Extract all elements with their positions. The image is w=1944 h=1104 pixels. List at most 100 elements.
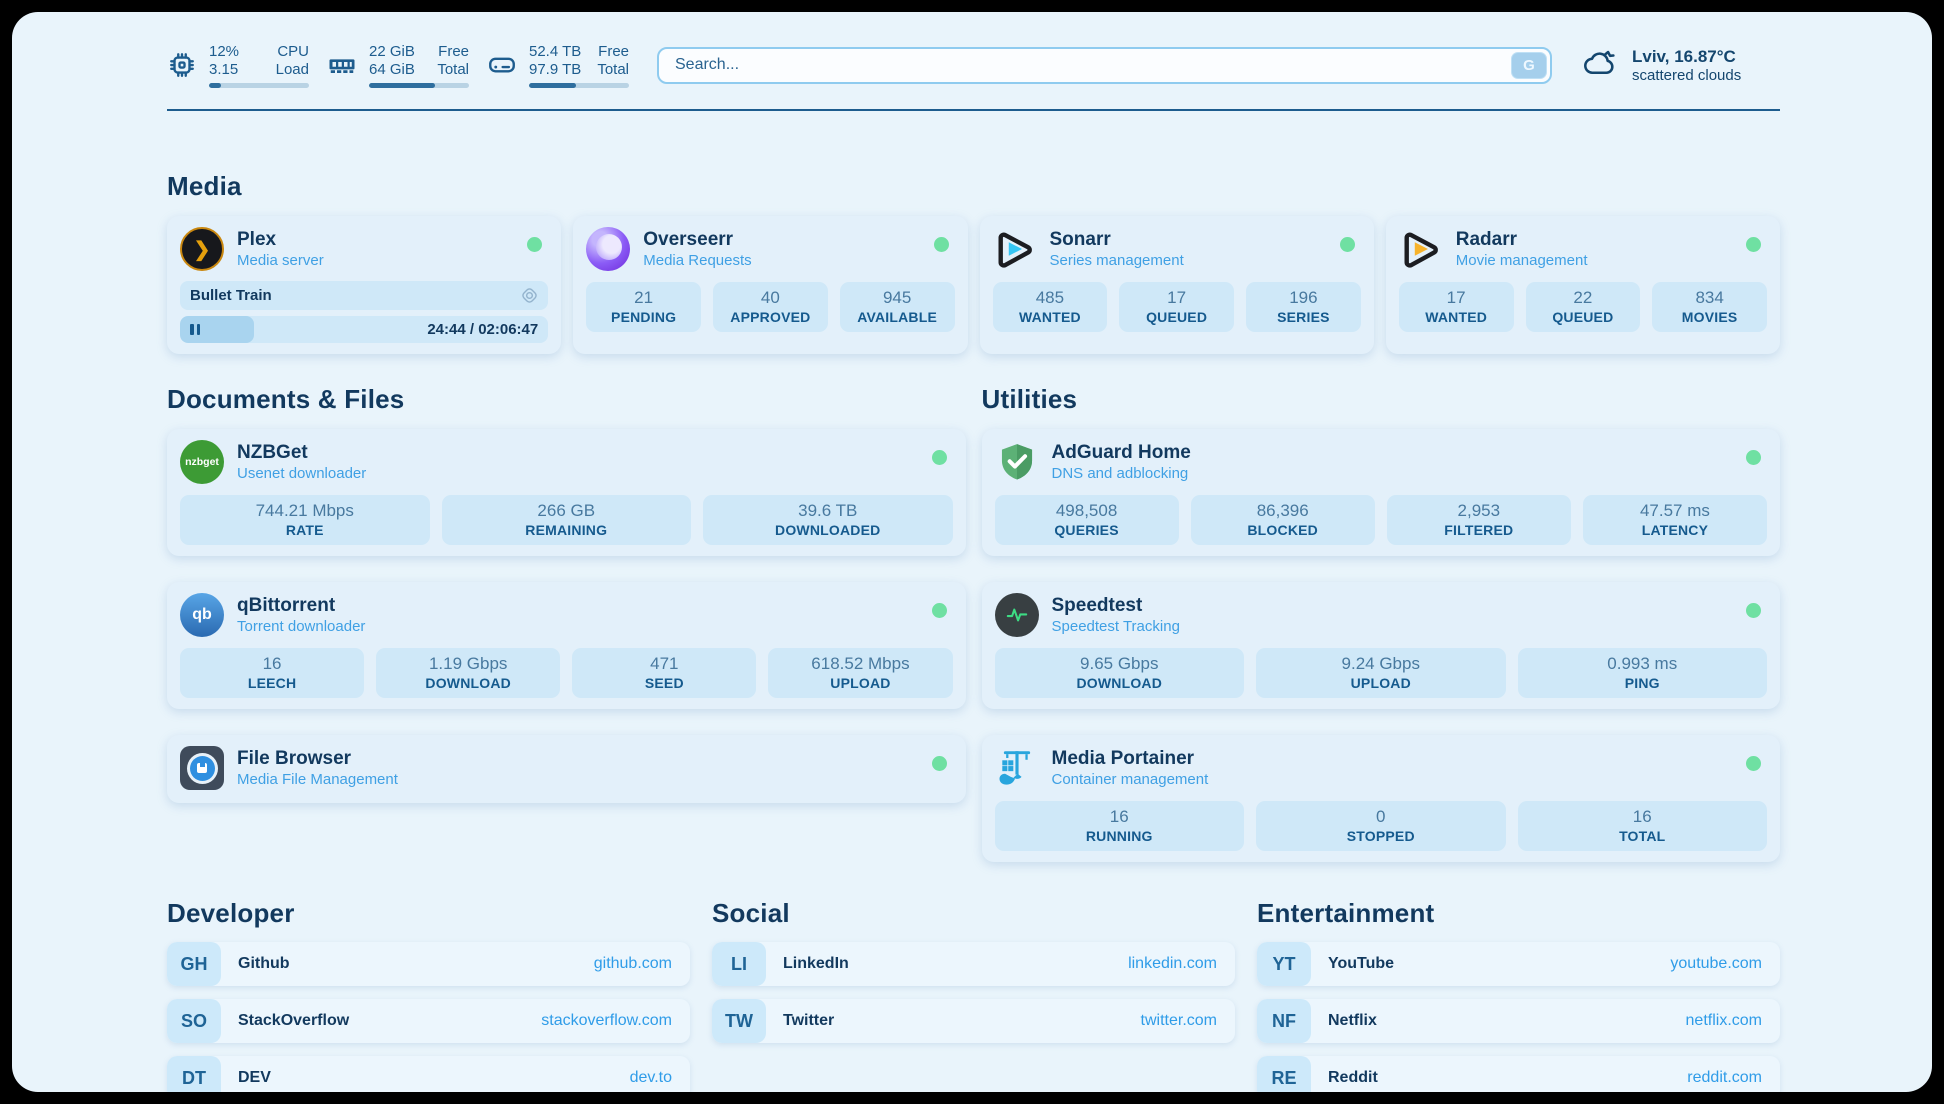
app-subtitle: Media server bbox=[237, 252, 324, 269]
app-title: Media Portainer bbox=[1051, 748, 1195, 769]
memory-free-value: 22 GiB bbox=[369, 42, 415, 60]
app-subtitle: Media Requests bbox=[643, 252, 752, 269]
memory-icon bbox=[327, 50, 357, 80]
app-title: File Browser bbox=[237, 748, 352, 769]
playback-progress-bar: 24:44 / 02:06:47 bbox=[180, 316, 549, 343]
status-dot bbox=[1746, 756, 1761, 771]
bookmark-reddit[interactable]: RE Reddit reddit.com bbox=[1257, 1056, 1780, 1092]
stat-series: 196 SERIES bbox=[1246, 282, 1361, 332]
search-input[interactable] bbox=[657, 46, 1552, 84]
stat-blocked: 86,396 BLOCKED bbox=[1190, 495, 1375, 545]
sonarr-icon bbox=[993, 227, 1037, 271]
status-dot bbox=[1746, 237, 1761, 252]
now-playing-row: Bullet Train bbox=[180, 281, 549, 310]
memory-total-value: 64 GiB bbox=[369, 60, 415, 78]
app-subtitle: Speedtest Tracking bbox=[1051, 618, 1180, 635]
app-title: NZBGet bbox=[237, 442, 308, 463]
dashboard-page: 12% CPU 3.15 Load bbox=[12, 12, 1932, 1092]
radarr-icon bbox=[1399, 227, 1443, 271]
cloud-icon bbox=[1580, 45, 1620, 86]
app-title: qBittorrent bbox=[237, 595, 336, 616]
cpu-load-label: Load bbox=[275, 60, 309, 78]
adguard-icon bbox=[995, 440, 1039, 484]
stat-rate: 744.21 Mbps RATE bbox=[180, 495, 430, 545]
bookmark-group-entertainment: Entertainment YT YouTube youtube.com NF … bbox=[1257, 898, 1780, 1092]
stat-stopped: 0 STOPPED bbox=[1256, 801, 1506, 851]
stat-ping: 0.993 ms PING bbox=[1517, 648, 1767, 698]
stat-queued: 17 QUEUED bbox=[1119, 282, 1234, 332]
stat-wanted: 17 WANTED bbox=[1398, 282, 1514, 332]
stat-download: 9.65 Gbps DOWNLOAD bbox=[994, 648, 1244, 698]
app-subtitle: DNS and adblocking bbox=[1051, 465, 1189, 482]
bookmark-dev[interactable]: DT DEV dev.to bbox=[167, 1056, 690, 1092]
app-card-portainer[interactable]: Media Portainer Container management 16 R… bbox=[981, 735, 1780, 862]
app-card-qbittorrent[interactable]: qb qBittorrent Torrent downloader 16 LEEC… bbox=[167, 582, 966, 709]
bookmark-group-social: Social LI LinkedIn linkedin.com TW Twitt… bbox=[712, 898, 1235, 1092]
memory-total-label: Total bbox=[437, 60, 469, 78]
filebrowser-icon bbox=[180, 746, 224, 790]
app-card-sonarr[interactable]: Sonarr Series management 485 WANTED 17 QUE… bbox=[979, 216, 1374, 354]
stat-upload: 9.24 Gbps UPLOAD bbox=[1256, 648, 1506, 698]
stat-queries: 498,508 QUERIES bbox=[994, 495, 1179, 545]
app-card-nzbget[interactable]: nzbget NZBGet Usenet downloader 744.21 M… bbox=[167, 429, 966, 556]
bookmark-stackoverflow[interactable]: SO StackOverflow stackoverflow.com bbox=[167, 999, 690, 1043]
app-subtitle: Torrent downloader bbox=[237, 618, 366, 635]
section-title-developer: Developer bbox=[167, 898, 295, 928]
utilities-column: Utilities bbox=[981, 384, 1780, 862]
app-title: Sonarr bbox=[1049, 229, 1111, 250]
bookmark-group-developer: Developer GH Github github.com SO StackO… bbox=[167, 898, 690, 1092]
app-subtitle: Container management bbox=[1051, 771, 1209, 788]
search-engine-button[interactable]: G bbox=[1511, 51, 1547, 79]
app-card-plex[interactable]: ❯ Plex Media server Bullet Train bbox=[167, 216, 562, 354]
cpu-label: CPU bbox=[277, 42, 309, 60]
cpu-usage-value: 12% bbox=[209, 42, 240, 60]
app-subtitle: Usenet downloader bbox=[237, 465, 367, 482]
bookmark-github[interactable]: GH Github github.com bbox=[167, 942, 690, 986]
stat-remaining: 266 GB REMAINING bbox=[441, 495, 691, 545]
memory-widget: 22 GiB Free 64 GiB Total bbox=[327, 43, 469, 88]
weather-widget: Lviv, 16.87°C scattered clouds bbox=[1580, 45, 1780, 86]
pause-icon bbox=[190, 324, 200, 335]
app-subtitle: Series management bbox=[1049, 252, 1184, 269]
app-card-adguard[interactable]: AdGuard Home DNS and adblocking 498,508 Q… bbox=[981, 429, 1780, 556]
bookmark-twitter[interactable]: TW Twitter twitter.com bbox=[712, 999, 1235, 1043]
cpu-icon bbox=[167, 50, 197, 80]
bookmark-youtube[interactable]: YT YouTube youtube.com bbox=[1257, 942, 1780, 986]
stat-leech: 16 LEECH bbox=[180, 648, 365, 698]
section-title-documents: Documents & Files bbox=[167, 384, 405, 414]
app-card-radarr[interactable]: Radarr Movie management 17 WANTED 22 QUEUE… bbox=[1385, 216, 1780, 354]
stat-total: 16 TOTAL bbox=[1517, 801, 1767, 851]
top-bar: 12% CPU 3.15 Load bbox=[167, 36, 1780, 94]
bookmark-netflix[interactable]: NF Netflix netflix.com bbox=[1257, 999, 1780, 1043]
stat-approved: 40 APPROVED bbox=[713, 282, 828, 332]
app-subtitle: Media File Management bbox=[237, 771, 398, 788]
stat-running: 16 RUNNING bbox=[994, 801, 1244, 851]
bookmark-badge: DT bbox=[167, 1056, 221, 1092]
app-card-overseerr[interactable]: Overseerr Media Requests 21 PENDING 40 APP… bbox=[573, 216, 968, 354]
memory-progress-bar bbox=[369, 82, 469, 88]
stat-download: 1.19 Gbps DOWNLOAD bbox=[376, 648, 561, 698]
stat-pending: 21 PENDING bbox=[586, 282, 701, 332]
overseerr-icon bbox=[586, 227, 631, 271]
stat-wanted: 485 WANTED bbox=[992, 282, 1108, 332]
status-dot bbox=[931, 603, 947, 618]
bookmark-linkedin[interactable]: LI LinkedIn linkedin.com bbox=[712, 942, 1235, 986]
stat-upload: 618.52 Mbps UPLOAD bbox=[768, 648, 953, 698]
app-title: Speedtest bbox=[1051, 595, 1143, 616]
bookmark-badge: NF bbox=[1257, 999, 1311, 1043]
app-title: AdGuard Home bbox=[1051, 442, 1191, 463]
app-card-filebrowser[interactable]: File Browser Media File Management bbox=[167, 735, 966, 803]
section-title-entertainment: Entertainment bbox=[1257, 898, 1435, 928]
nzbget-icon: nzbget bbox=[180, 440, 224, 484]
bookmark-badge: GH bbox=[167, 942, 221, 986]
app-card-speedtest[interactable]: Speedtest Speedtest Tracking 9.65 Gbps DO… bbox=[981, 582, 1780, 709]
app-title: Overseerr bbox=[643, 229, 734, 250]
memory-free-label: Free bbox=[438, 42, 469, 60]
weather-condition: scattered clouds bbox=[1632, 66, 1742, 84]
bookmark-badge: LI bbox=[712, 942, 766, 986]
video-icon bbox=[521, 287, 538, 304]
cpu-widget: 12% CPU 3.15 Load bbox=[167, 43, 309, 88]
stat-queued: 22 QUEUED bbox=[1525, 282, 1641, 332]
disk-free-label: Free bbox=[598, 42, 629, 60]
stat-available: 945 AVAILABLE bbox=[839, 282, 955, 332]
